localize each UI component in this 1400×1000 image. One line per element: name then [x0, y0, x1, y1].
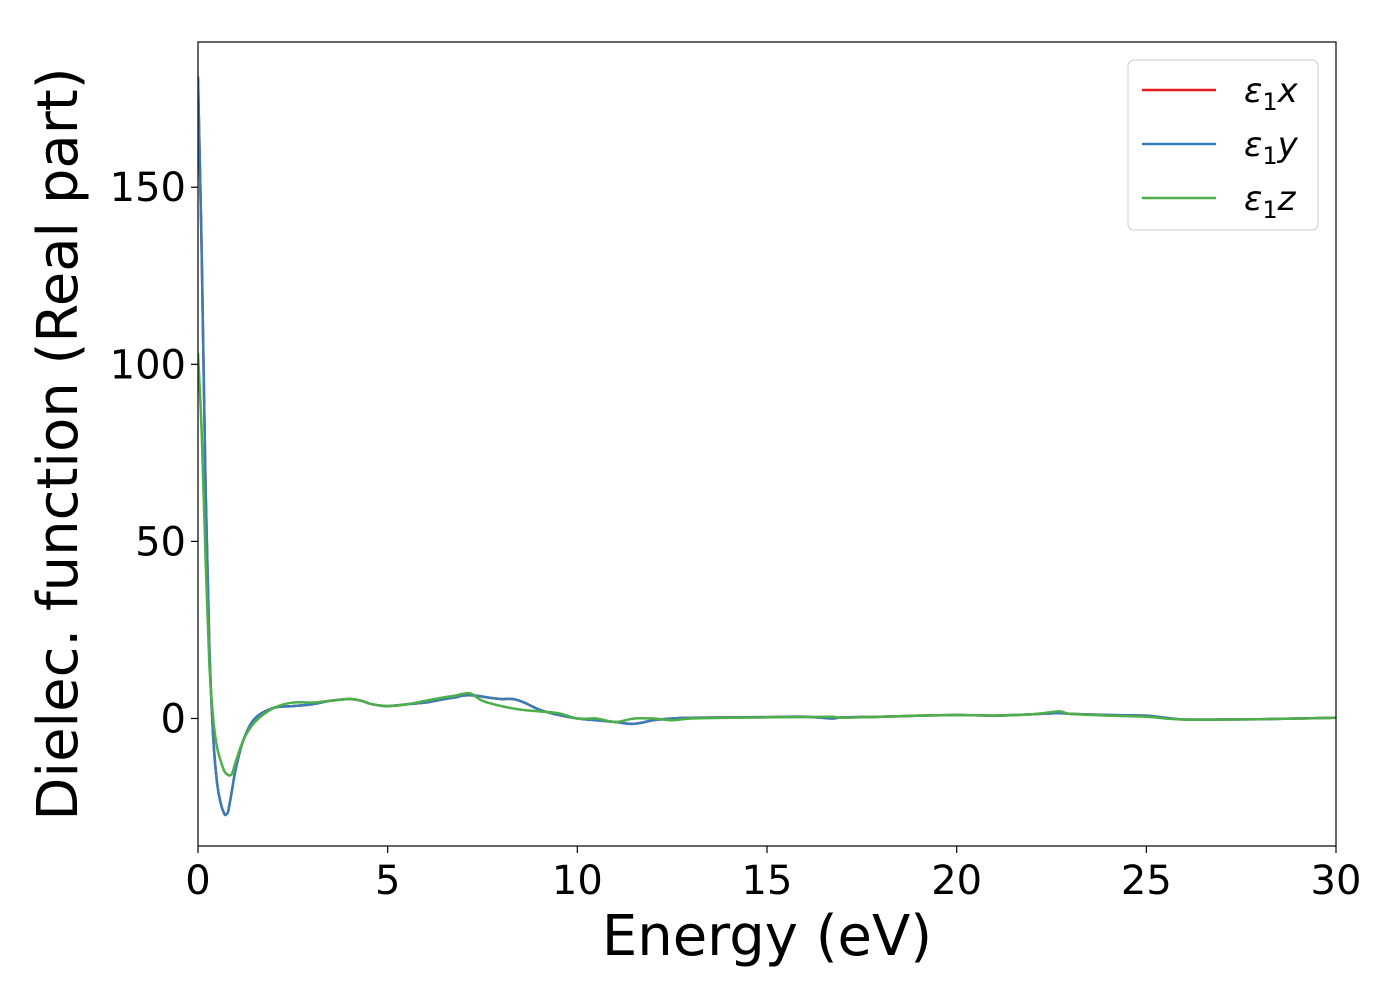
x-tick-label: 5: [375, 858, 400, 904]
x-tick-label: 25: [1121, 858, 1172, 904]
y-tick-label: 150: [110, 165, 186, 211]
legend-box: [1127, 59, 1319, 231]
y-axis-label: Dielec. function (Real part): [26, 67, 91, 820]
y-tick-label: 100: [110, 342, 186, 388]
legend-label-z: ε1z: [1244, 179, 1297, 224]
x-tick-label: 20: [931, 858, 982, 904]
x-tick-label: 15: [742, 858, 793, 904]
series-line-z: [198, 352, 1336, 777]
y-tick-label: 50: [135, 519, 186, 565]
x-axis: 0 5 10 15 20 25 30: [185, 846, 1361, 904]
y-tick-label: 0: [161, 696, 186, 742]
series-layer: [198, 76, 1336, 817]
x-tick-label: 10: [552, 858, 603, 904]
legend-label-y: ε1y: [1244, 125, 1299, 170]
y-axis: 0 50 100 150: [110, 165, 198, 742]
legend-label-x: ε1x: [1244, 71, 1299, 116]
x-axis-label: Energy (eV): [602, 904, 932, 969]
x-tick-label: 30: [1311, 858, 1362, 904]
legend: ε1x ε1y ε1z: [1127, 59, 1319, 231]
x-tick-label: 0: [185, 858, 210, 904]
